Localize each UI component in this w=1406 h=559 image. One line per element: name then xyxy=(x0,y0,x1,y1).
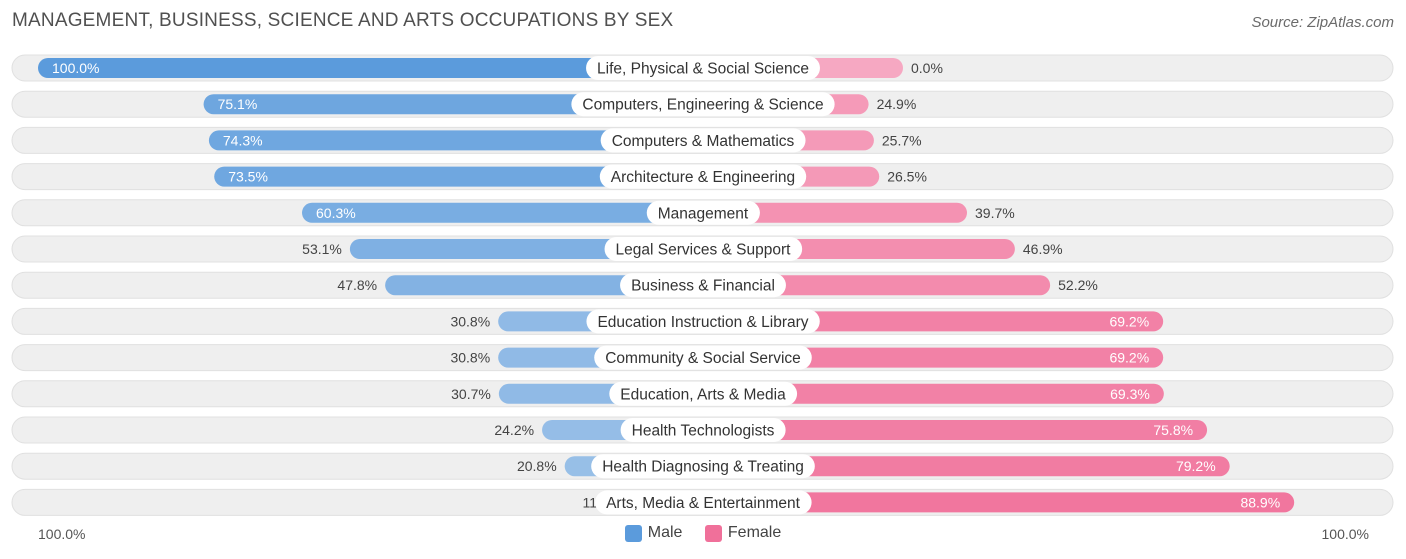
bar-row: 11.1%88.9%Arts, Media & Entertainment xyxy=(11,488,1394,516)
source-label: Source: ZipAtlas.com xyxy=(1251,14,1394,31)
category-pill xyxy=(600,128,806,153)
bar-male xyxy=(302,202,713,223)
category-pill xyxy=(571,92,835,117)
bar-female xyxy=(693,383,1164,404)
bar-row: 30.8% 69.2% Education Instruction & Librar… xyxy=(11,307,1394,335)
category-label: Life, Physical & Social Science xyxy=(597,61,809,78)
bar-male xyxy=(38,58,713,78)
legend-item-female: Female xyxy=(704,524,782,542)
category-label: Management xyxy=(658,205,749,222)
female-value-label: 52.2% xyxy=(1058,277,1098,293)
category-label: Health Technologists xyxy=(632,423,775,440)
bar-female xyxy=(693,456,1230,477)
category-pill xyxy=(604,237,803,261)
category-label: Health Diagnosing & Treating xyxy=(602,459,804,476)
male-value-label: 75.1% xyxy=(218,96,258,112)
chart-title: MANAGEMENT, BUSINESS, SCIENCE AND ARTS O… xyxy=(12,10,674,31)
bar-row: 20.8% 79.2% Health Diagnosing & Treating xyxy=(11,452,1394,480)
female-value-label: 79.2% xyxy=(1176,458,1216,474)
bar-female xyxy=(693,202,968,223)
female-value-label: 75.8% xyxy=(1153,422,1193,438)
male-value-label: 100.0% xyxy=(52,60,99,76)
female-value-label: 88.9% xyxy=(1240,494,1280,510)
legend: Male Female xyxy=(0,524,1406,547)
category-pill xyxy=(586,309,820,334)
legend-label-female: Female xyxy=(727,524,782,541)
bar-row: 53.1% 46.9% Legal Services & Support xyxy=(11,235,1394,263)
bar-male xyxy=(214,166,713,187)
male-value-label: 47.8% xyxy=(337,277,377,293)
category-pill xyxy=(609,381,798,406)
category-pill xyxy=(586,56,820,80)
female-value-label: 24.9% xyxy=(877,96,917,112)
chart-canvas: 100.0% 0.0% Life, Physical & Social Scienc… xyxy=(11,54,1394,516)
male-value-label: 74.3% xyxy=(223,132,263,148)
male-value-label: 30.8% xyxy=(450,350,490,366)
bar-row: 74.3% 25.7% Computers & Mathematics xyxy=(11,126,1394,154)
category-label: Architecture & Engineering xyxy=(611,169,795,186)
bar-row: 100.0% 0.0% Life, Physical & Social Scienc… xyxy=(11,54,1394,82)
female-value-label: 69.3% xyxy=(1110,386,1150,402)
category-pill xyxy=(591,454,815,479)
category-pill xyxy=(595,490,812,515)
legend-label-male: Male xyxy=(647,524,683,541)
bar-row: 75.1% 24.9% Computers, Engineering & Scien… xyxy=(11,90,1394,118)
male-value-label: 24.2% xyxy=(494,422,534,438)
category-pill xyxy=(594,345,812,370)
female-value-label: 25.7% xyxy=(882,132,922,148)
male-value-label: 30.8% xyxy=(450,313,490,329)
legend-swatch-female xyxy=(704,524,722,542)
category-label: Education, Arts & Media xyxy=(620,386,786,403)
female-value-label: 39.7% xyxy=(975,205,1015,221)
bar-row: 60.3% 39.7% Management xyxy=(11,199,1394,227)
bar-row: 30.8% 69.2% Community & Social Service xyxy=(11,344,1394,372)
category-pill xyxy=(646,200,760,225)
male-value-label: 53.1% xyxy=(302,241,342,257)
female-value-label: 0.0% xyxy=(911,60,943,76)
male-value-label: 20.8% xyxy=(517,458,557,474)
category-label: Community & Social Service xyxy=(605,350,801,367)
category-pill xyxy=(620,418,786,442)
bar-row: 30.7% 69.3% Education, Arts & Media xyxy=(11,380,1394,408)
category-label: Arts, Media & Entertainment xyxy=(606,495,801,512)
bar-female xyxy=(693,420,1208,440)
category-label: Education Instruction & Library xyxy=(597,314,808,331)
female-value-label: 69.2% xyxy=(1109,313,1149,329)
bar-male xyxy=(208,130,713,151)
female-value-label: 26.5% xyxy=(887,169,927,185)
category-pill xyxy=(620,273,786,298)
female-value-label: 46.9% xyxy=(1023,241,1063,257)
category-label: Computers, Engineering & Science xyxy=(582,97,823,114)
axis-right-label: 100.0% xyxy=(1321,526,1369,542)
bar-row: 24.2% 75.8% Health Technologists xyxy=(11,416,1394,444)
female-value-label: 69.2% xyxy=(1109,350,1149,366)
category-label: Business & Financial xyxy=(631,278,775,295)
legend-swatch-male xyxy=(624,524,642,542)
male-value-label: 73.5% xyxy=(228,169,268,185)
legend-item-male: Male xyxy=(624,524,683,542)
bar-female xyxy=(693,492,1295,513)
category-pill xyxy=(599,164,807,189)
axis-left-label: 100.0% xyxy=(38,526,86,542)
male-value-label: 60.3% xyxy=(316,205,356,221)
category-label: Computers & Mathematics xyxy=(612,133,795,150)
bar-row: 47.8% 52.2% Business & Financial xyxy=(11,271,1394,299)
male-value-label: 30.7% xyxy=(451,386,491,402)
category-label: Legal Services & Support xyxy=(616,242,792,259)
bar-row: 73.5% 26.5% Architecture & Engineering xyxy=(11,163,1394,191)
